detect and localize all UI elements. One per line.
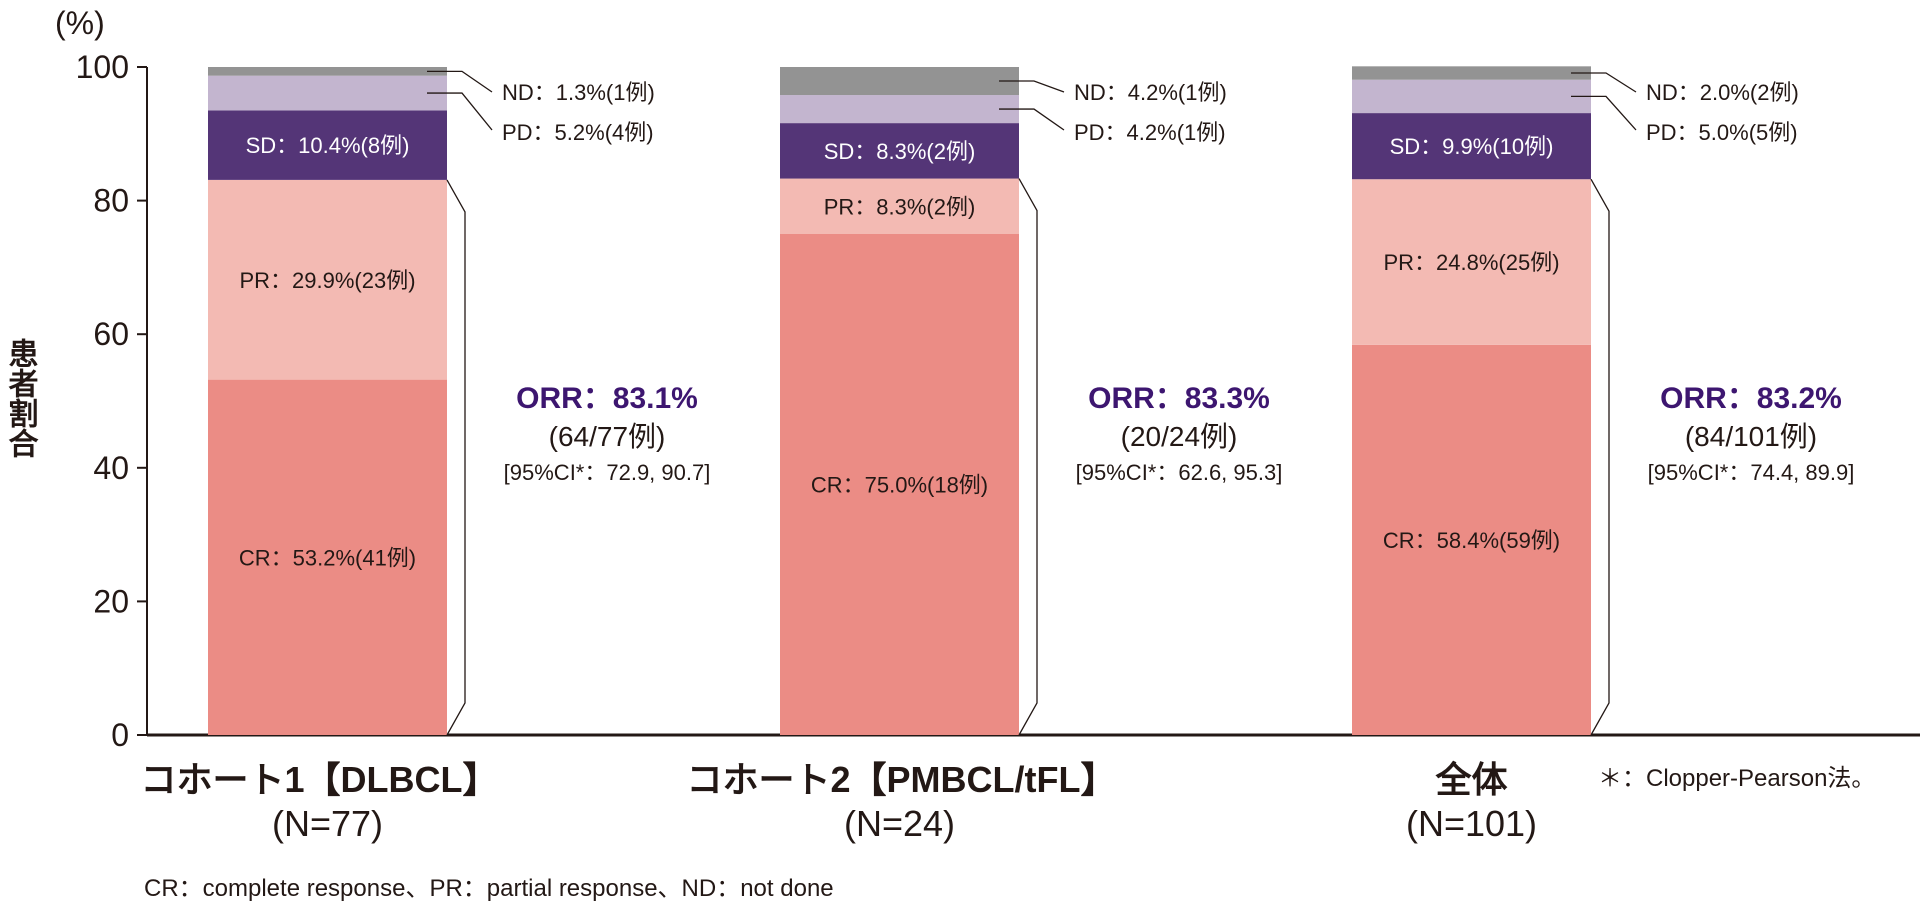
orr-count: (20/24例) bbox=[1121, 421, 1238, 452]
bar-segment-pr bbox=[780, 178, 1019, 234]
category-label: コホート1【DLBCL】 bbox=[141, 759, 499, 800]
orr-bracket bbox=[446, 179, 466, 736]
bar-segment-pd bbox=[780, 95, 1019, 124]
bar-segment-nd bbox=[208, 67, 447, 76]
callout-line-pd bbox=[999, 108, 1065, 131]
y-tick-label: 20 bbox=[93, 583, 129, 619]
callout-label-pd: PD：5.0%(5例) bbox=[1646, 120, 1798, 145]
segment-label-cr: CR：75.0%(18例) bbox=[811, 473, 988, 498]
y-tick-label: 0 bbox=[111, 717, 129, 753]
category-n: (N=101) bbox=[1406, 803, 1537, 844]
segment-label-sd: SD：10.4%(8例) bbox=[246, 133, 410, 158]
y-tick-label: 80 bbox=[93, 183, 129, 219]
callout-label-pd: PD：4.2%(1例) bbox=[1074, 120, 1226, 145]
segment-label-pr: PR：24.8%(25例) bbox=[1383, 250, 1559, 275]
y-tick-label: 100 bbox=[76, 49, 129, 85]
y-unit-label: (%) bbox=[55, 5, 105, 41]
bar-segment-pd bbox=[208, 75, 447, 111]
callout-line-nd bbox=[427, 70, 493, 93]
bar-segment-sd bbox=[780, 123, 1019, 179]
category-label: コホート2【PMBCL/tFL】 bbox=[687, 759, 1117, 800]
callout-line-nd bbox=[1571, 72, 1637, 93]
callout-label-nd: ND：4.2%(1例) bbox=[1074, 80, 1227, 105]
abbreviations-note: CR：complete response、PR：partial response… bbox=[144, 875, 834, 902]
footnote: ＊：Clopper-Pearson法。 bbox=[1598, 765, 1875, 792]
callout-line-pd bbox=[427, 92, 493, 131]
orr-ci: [95%CI*：62.6, 95.3] bbox=[1076, 460, 1283, 485]
segment-label-sd: SD：9.9%(10例) bbox=[1390, 134, 1554, 159]
orr-label: ORR：83.1% bbox=[516, 382, 698, 415]
bar-segment-nd bbox=[1352, 66, 1591, 80]
bar-segment-sd bbox=[208, 110, 447, 180]
bar-segment-cr bbox=[208, 379, 447, 735]
orr-label: ORR：83.3% bbox=[1088, 382, 1270, 415]
orr-count: (84/101例) bbox=[1685, 421, 1817, 452]
segment-label-sd: SD：8.3%(2例) bbox=[824, 139, 976, 164]
bar-segment-pr bbox=[1352, 179, 1591, 345]
orr-ci: [95%CI*：72.9, 90.7] bbox=[504, 460, 711, 485]
segment-label-cr: CR：53.2%(41例) bbox=[239, 545, 416, 570]
callout-line-pd bbox=[1571, 95, 1637, 131]
category-label: 全体 bbox=[1434, 759, 1507, 800]
orr-bracket bbox=[1018, 178, 1038, 736]
y-tick-label: 40 bbox=[93, 450, 129, 486]
segment-label-pr: PR：8.3%(2例) bbox=[824, 194, 976, 219]
bar-segment-nd bbox=[780, 67, 1019, 96]
orr-label: ORR：83.2% bbox=[1660, 382, 1842, 415]
segment-label-pr: PR：29.9%(23例) bbox=[239, 268, 415, 293]
bar-segment-sd bbox=[1352, 113, 1591, 180]
y-axis-title: 患者割合 bbox=[4, 338, 39, 458]
callout-line-nd bbox=[999, 80, 1065, 93]
bar-segment-cr bbox=[1352, 344, 1591, 735]
category-n: (N=77) bbox=[272, 803, 383, 844]
orr-ci: [95%CI*：74.4, 89.9] bbox=[1648, 460, 1855, 485]
bar-segment-pd bbox=[1352, 79, 1591, 114]
callout-label-nd: ND：2.0%(2例) bbox=[1646, 80, 1799, 105]
orr-bracket bbox=[1590, 178, 1610, 736]
orr-count: (64/77例) bbox=[549, 421, 666, 452]
y-tick-label: 60 bbox=[93, 316, 129, 352]
callout-label-pd: PD：5.2%(4例) bbox=[502, 120, 654, 145]
segment-label-cr: CR：58.4%(59例) bbox=[1383, 528, 1560, 553]
callout-label-nd: ND：1.3%(1例) bbox=[502, 80, 655, 105]
bar-segment-pr bbox=[208, 179, 447, 380]
category-n: (N=24) bbox=[844, 803, 955, 844]
bar-segment-cr bbox=[780, 234, 1019, 735]
